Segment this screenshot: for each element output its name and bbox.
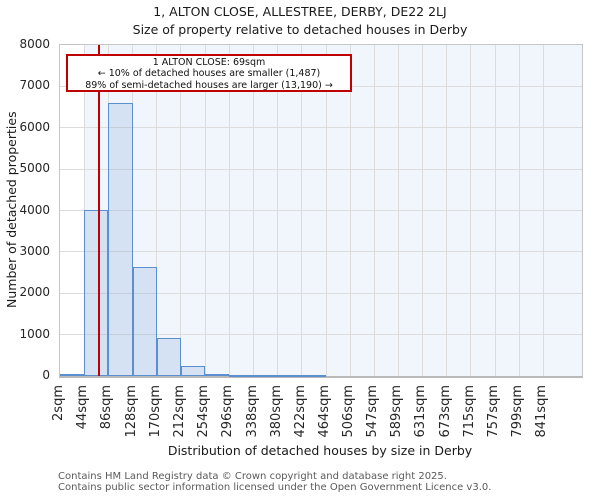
- gridline-horizontal: [60, 334, 582, 336]
- x-tick-label: 44sqm: [75, 385, 91, 430]
- gridline-horizontal: [60, 127, 582, 129]
- x-tick-label: 506sqm: [341, 385, 357, 438]
- x-tick-label: 673sqm: [437, 385, 453, 438]
- x-tick-label: 296sqm: [220, 385, 236, 438]
- histogram-bar: [301, 375, 327, 377]
- gridline-vertical: [349, 45, 351, 376]
- gridline-horizontal: [60, 168, 582, 170]
- x-tick-label: 547sqm: [365, 385, 380, 438]
- gridline-vertical: [204, 45, 206, 376]
- x-tick-label: 841sqm: [534, 385, 550, 438]
- gridline-vertical: [301, 45, 303, 376]
- x-tick-label: 464sqm: [317, 385, 333, 438]
- gridline-horizontal: [60, 251, 582, 253]
- gridline-vertical: [494, 45, 496, 376]
- chart-title: 1, ALTON CLOSE, ALLESTREE, DERBY, DE22 2…: [153, 4, 447, 19]
- x-tick-label: 380sqm: [268, 385, 284, 438]
- footer-line-2: Contains public sector information licen…: [58, 481, 492, 493]
- y-tick-label: 4000: [19, 202, 50, 217]
- gridline-vertical: [373, 45, 375, 376]
- annotation-line-2: ← 10% of detached houses are smaller (1,…: [97, 68, 321, 80]
- y-tick-label: 8000: [19, 37, 50, 51]
- gridline-vertical: [421, 45, 423, 376]
- y-tick-label: 3000: [19, 243, 50, 258]
- footer-line-1: Contains HM Land Registry data © Crown c…: [58, 471, 447, 482]
- x-tick-label: 212sqm: [171, 385, 187, 438]
- annotation-line-1: 1 ALTON CLOSE: 69sqm: [152, 57, 266, 68]
- plot-area: 1 ALTON CLOSE: 69sqm ← 10% of detached h…: [59, 44, 583, 378]
- gridline-vertical: [132, 45, 134, 376]
- gridline-vertical: [325, 45, 327, 376]
- gridline-vertical: [518, 45, 520, 376]
- gridline-vertical: [180, 45, 182, 376]
- histogram-bar: [229, 375, 254, 377]
- x-tick-label: 715sqm: [461, 385, 477, 438]
- x-tick-label: 86sqm: [99, 385, 115, 430]
- x-axis-title: Distribution of detached houses by size …: [167, 443, 473, 458]
- histogram-bar: [180, 365, 206, 376]
- x-tick-label: 799sqm: [510, 385, 526, 438]
- gridline-vertical: [228, 45, 230, 376]
- histogram-bar: [132, 266, 157, 376]
- property-marker-line: [97, 45, 100, 376]
- gridline-vertical: [253, 45, 255, 376]
- x-tick-label: 338sqm: [244, 385, 260, 438]
- x-tick-label: 170sqm: [147, 385, 163, 438]
- gridline-horizontal: [60, 292, 582, 294]
- y-tick-label: 7000: [19, 78, 50, 93]
- gridline-vertical: [277, 45, 279, 376]
- footer: Contains HM Land Registry data © Crown c…: [58, 471, 492, 493]
- x-tick-label: 422sqm: [292, 385, 308, 438]
- x-tick-label: 254sqm: [196, 385, 212, 438]
- chart-subtitle: Size of property relative to detached ho…: [132, 22, 468, 37]
- x-tick-label: 631sqm: [413, 385, 429, 438]
- x-tick-label: 128sqm: [123, 385, 139, 438]
- gridline-vertical: [156, 45, 158, 376]
- y-tick-label: 6000: [19, 119, 50, 134]
- x-tick-label: 2sqm: [51, 385, 66, 421]
- x-tick-label: 757sqm: [486, 385, 501, 438]
- y-tick-label: 0: [42, 368, 50, 382]
- y-tick-label: 1000: [19, 326, 50, 341]
- histogram-bar: [108, 102, 133, 376]
- x-tick-label: 589sqm: [389, 385, 405, 438]
- annotation-box: 1 ALTON CLOSE: 69sqm ← 10% of detached h…: [66, 54, 352, 92]
- annotation-line-3: 89% of semi-detached houses are larger (…: [85, 79, 333, 91]
- gridline-vertical: [397, 45, 399, 376]
- histogram-bar: [156, 338, 181, 376]
- gridline-vertical: [542, 45, 544, 376]
- histogram-bar: [205, 374, 230, 377]
- histogram-bar: [84, 209, 109, 376]
- histogram-bar: [60, 374, 85, 377]
- y-tick-label: 2000: [19, 285, 50, 300]
- y-tick-label: 5000: [19, 161, 50, 176]
- gridline-vertical: [446, 45, 448, 376]
- histogram-bar: [277, 375, 302, 377]
- histogram-bar: [253, 375, 278, 377]
- gridline-vertical: [470, 45, 472, 376]
- gridline-horizontal: [60, 210, 582, 211]
